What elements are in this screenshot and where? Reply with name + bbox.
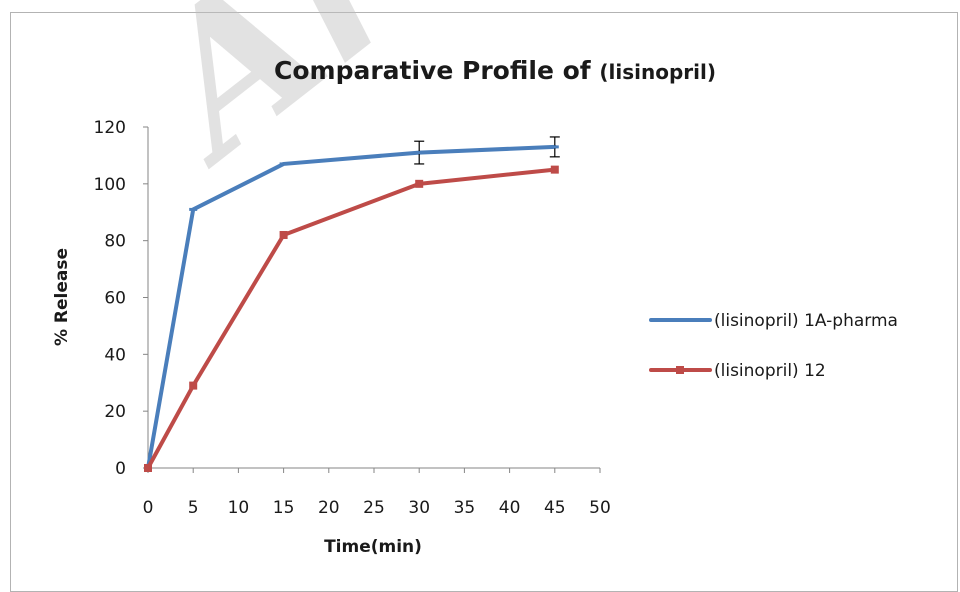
watermark: Archi [99,0,700,205]
x-tick-label: 35 [454,498,476,518]
data-point [144,464,152,472]
x-axis-title: Time(min) [324,537,422,557]
legend-label: (lisinopril) 1A-pharma [714,311,898,331]
data-point [415,179,424,188]
legend-label: (lisinopril) 12 [714,361,826,381]
x-tick-label: 20 [318,498,340,518]
x-tick-label: 45 [544,498,566,518]
data-point [189,381,198,390]
legend-marker [676,366,684,374]
x-tick-label: 5 [188,498,199,518]
x-tick-label: 15 [273,498,295,518]
chart-title-suffix: (lisinopril) [599,60,716,84]
chart-title-main: Comparative Profile of [274,56,592,85]
y-axis-ticks: 0 20 40 60 80 100 120 [94,118,148,479]
x-tick-label: 30 [408,498,430,518]
legend: (lisinopril) 1A-pharma (lisinopril) 12 [649,311,898,381]
x-tick-label: 25 [363,498,385,518]
data-point [279,230,288,239]
y-tick-label: 60 [104,289,126,309]
series-2 [144,165,559,472]
y-tick-label: 80 [104,232,126,252]
x-axis-ticks: 0 5 10 15 20 25 30 35 40 45 50 [143,468,611,518]
series-layer [144,136,560,472]
x-tick-label: 0 [143,498,154,518]
y-tick-label: 20 [104,402,126,422]
x-tick-label: 40 [499,498,521,518]
x-tick-label: 50 [589,498,611,518]
data-point [550,165,559,174]
legend-item: (lisinopril) 1A-pharma [649,311,898,331]
y-tick-label: 100 [94,175,126,195]
series-1 [144,136,560,470]
y-tick-label: 40 [104,345,126,365]
x-tick-label: 10 [228,498,250,518]
chart-title: Comparative Profile of (lisinopril) [274,56,716,85]
watermark-text: Archi [99,0,700,205]
series-line [146,144,557,470]
series-line [146,167,557,470]
y-tick-label: 0 [115,459,126,479]
y-tick-label: 120 [94,118,126,138]
legend-item: (lisinopril) 12 [649,361,826,381]
y-axis-title: % Release [52,248,72,346]
